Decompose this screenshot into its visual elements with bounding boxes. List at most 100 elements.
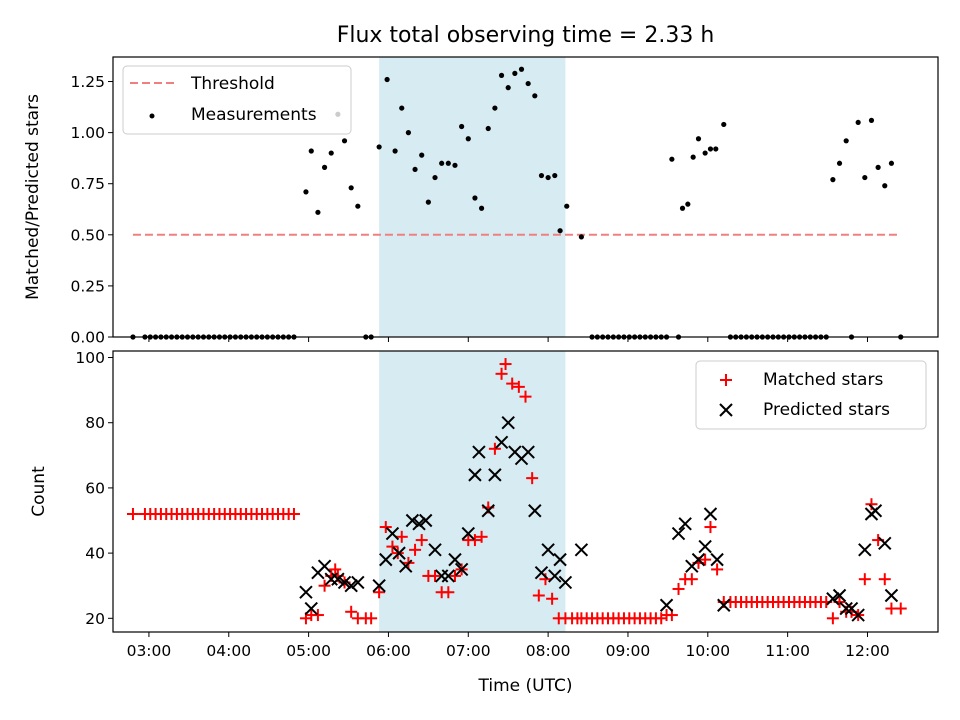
measurement-point xyxy=(315,209,321,215)
bottom-x-ticks: 03:00 04:00 05:00 06:00 07:00 08:00 09:00 10:00… xyxy=(127,632,890,660)
legend-threshold-label: Threshold xyxy=(190,74,275,94)
matched-star-point xyxy=(858,573,871,586)
predicted-star-point xyxy=(418,513,433,528)
top-legend: Threshold Measurements xyxy=(122,65,352,135)
measurement-point xyxy=(695,136,702,142)
predicted-star-point xyxy=(574,543,589,557)
measurement-point xyxy=(308,148,314,154)
bottom-x-tick-label: 10:00 xyxy=(685,642,730,660)
matched-star-point xyxy=(318,579,331,592)
predicted-star-point xyxy=(472,445,486,459)
measurement-point xyxy=(862,174,868,181)
measurement-point xyxy=(843,138,849,144)
predicted-star-point xyxy=(703,507,718,521)
matched-star-point xyxy=(468,534,481,547)
predicted-star-point xyxy=(448,552,462,567)
predicted-star-point xyxy=(717,598,731,612)
predicted-star-point xyxy=(351,575,365,590)
bottom-y-tick-label: 100 xyxy=(75,349,105,367)
bottom-y-axis-label: Count xyxy=(29,466,49,517)
measurement-point xyxy=(721,121,727,128)
bottom-y-tick-label: 20 xyxy=(85,610,105,628)
predicted-star-point xyxy=(405,513,420,528)
top-legend-box xyxy=(122,65,352,135)
measurement-point xyxy=(545,174,551,181)
predicted-star-point xyxy=(399,559,413,573)
bottom-x-tick-label: 08:00 xyxy=(526,642,571,660)
matched-star-point xyxy=(826,612,839,625)
matched-star-point xyxy=(409,543,422,556)
predicted-star-point xyxy=(710,552,724,567)
matched-star-point xyxy=(865,498,878,511)
measurement-point xyxy=(452,162,458,168)
measurement-point xyxy=(405,130,412,136)
bottom-x-tick-label: 11:00 xyxy=(765,642,810,660)
matched-star-point xyxy=(386,540,399,553)
matched-star-point xyxy=(512,380,525,393)
legend-measurements-label: Measurements xyxy=(191,105,317,125)
predicted-star-point xyxy=(428,543,442,557)
predicted-star-point xyxy=(521,445,535,459)
predicted-star-point xyxy=(659,598,674,612)
measurement-point xyxy=(690,154,696,160)
predicted-star-point xyxy=(691,552,706,567)
top-y-tick-label: 1.00 xyxy=(70,124,105,142)
measurement-point xyxy=(321,164,328,170)
measurement-point xyxy=(679,205,686,211)
measurement-point xyxy=(348,185,354,191)
measurement-point xyxy=(836,160,843,166)
matched-star-point xyxy=(711,563,724,576)
bottom-y-tick-label: 40 xyxy=(85,545,105,563)
measurement-point xyxy=(459,123,465,130)
measurement-point xyxy=(505,85,511,91)
bottom-y-ticks: 20 40 60 80 100 xyxy=(75,349,113,628)
legend-measurements-swatch xyxy=(149,113,155,119)
predicted-star-point xyxy=(501,416,515,430)
measurement-point xyxy=(341,138,348,144)
measurement-point xyxy=(492,105,498,111)
predicted-star-point xyxy=(558,575,573,590)
measurement-point xyxy=(399,105,405,111)
measurement-point xyxy=(868,117,875,123)
predicted-star-point xyxy=(299,585,313,599)
measurement-point xyxy=(392,148,398,154)
matched-star-point xyxy=(699,553,712,566)
predicted-star-point xyxy=(528,504,542,518)
bottom-x-tick-label: 09:00 xyxy=(606,642,651,660)
predicted-star-point xyxy=(671,526,686,541)
measurement-point xyxy=(384,76,390,83)
predicted-star-point xyxy=(304,601,318,616)
bottom-x-tick-label: 06:00 xyxy=(366,642,411,660)
measurement-point xyxy=(412,166,418,173)
measurement-point xyxy=(538,172,545,179)
matched-star-point xyxy=(365,612,378,625)
top-y-axis-label: Matched/Predicted stars xyxy=(23,94,43,300)
predicted-star-point xyxy=(541,543,555,557)
measurement-point xyxy=(525,80,531,87)
measurement-point xyxy=(445,160,451,166)
matched-star-point xyxy=(685,573,698,586)
bottom-x-tick-label: 04:00 xyxy=(206,642,251,660)
bottom-x-tick-label: 12:00 xyxy=(845,642,890,660)
measurement-point xyxy=(564,203,570,209)
matched-star-point xyxy=(373,586,386,599)
bottom-y-tick-label: 80 xyxy=(85,414,105,432)
predicted-star-point xyxy=(868,504,883,518)
predicted-star-point xyxy=(344,579,358,593)
top-chart-title: Flux total observing time = 2.33 h xyxy=(337,23,715,48)
top-y-tick-label: 0.00 xyxy=(70,329,105,347)
predicted-star-point xyxy=(454,562,469,577)
predicted-star-point xyxy=(441,569,456,583)
legend-predicted-swatch xyxy=(719,403,733,417)
matched-star-point xyxy=(499,358,512,371)
top-y-tick-label: 0.50 xyxy=(70,226,105,244)
predicted-star-point xyxy=(392,546,406,560)
predicted-star-point xyxy=(698,539,712,554)
matched-star-point xyxy=(704,521,717,534)
matched-star-point xyxy=(894,602,907,615)
matched-star-point xyxy=(672,582,685,595)
matched-star-point xyxy=(395,530,408,543)
matched-star-point xyxy=(488,442,501,455)
predicted-star-point xyxy=(839,601,853,616)
measurement-point xyxy=(425,199,431,205)
